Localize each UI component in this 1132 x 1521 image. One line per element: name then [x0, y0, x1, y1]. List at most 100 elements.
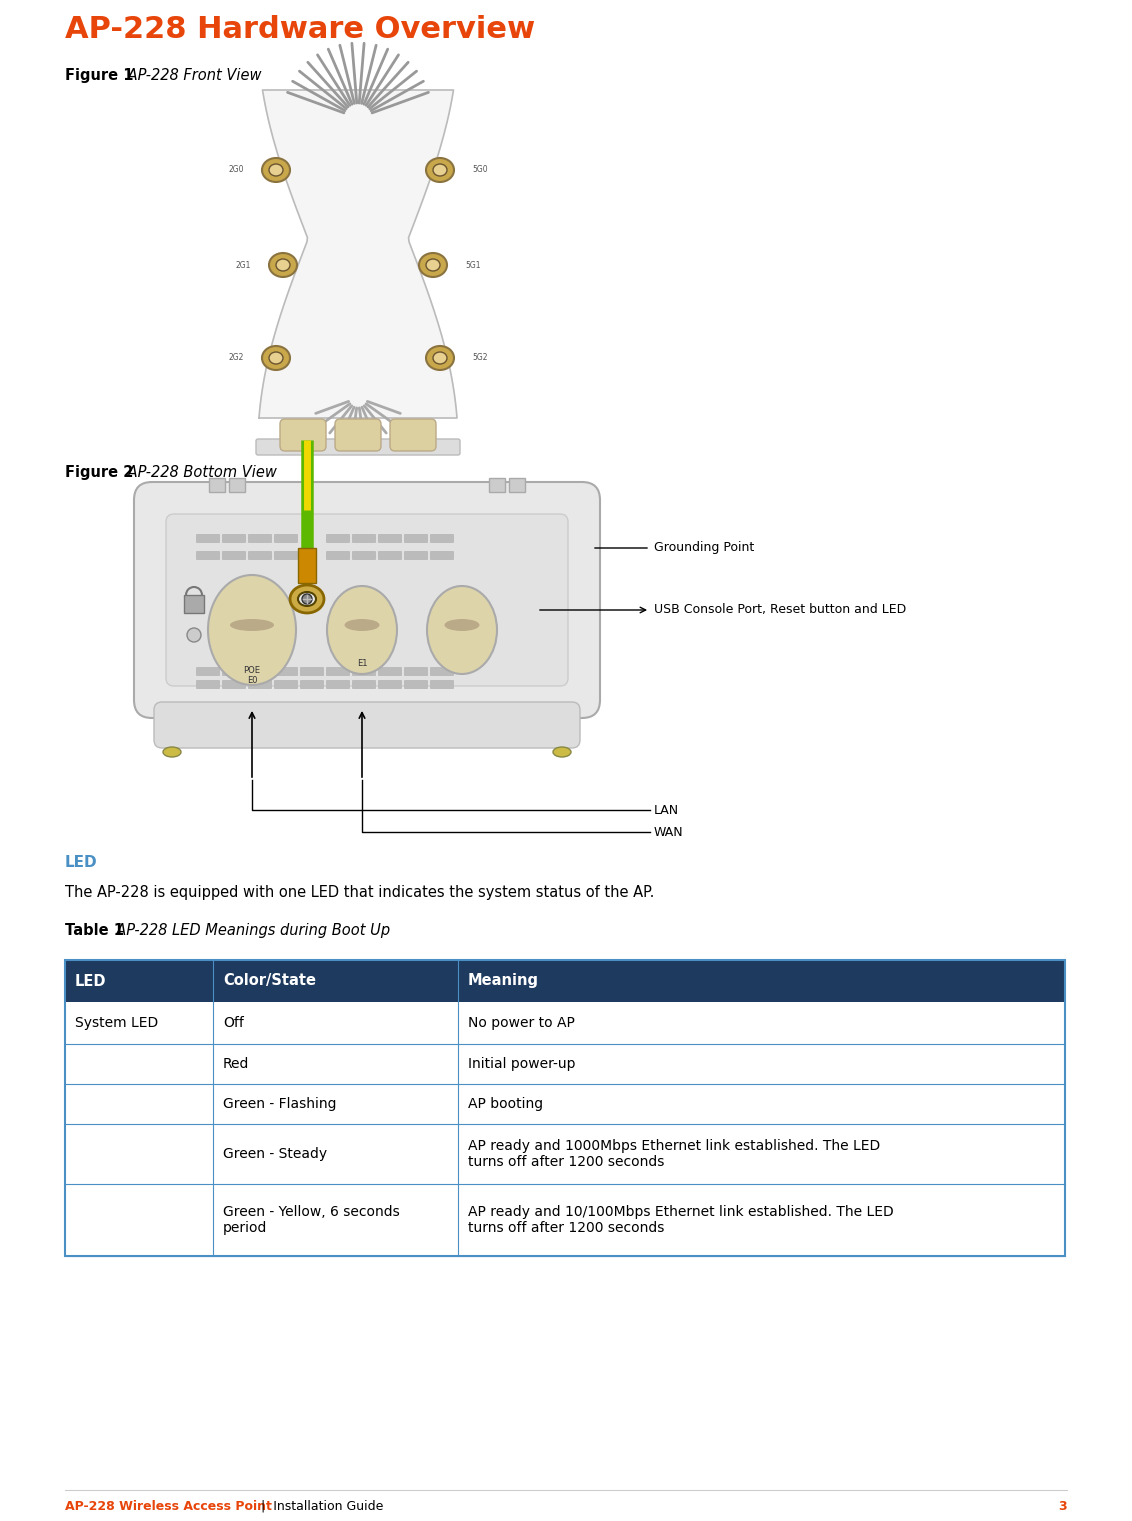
Text: 5G0: 5G0 — [472, 166, 488, 175]
Bar — [65, 1084, 1065, 1124]
FancyBboxPatch shape — [222, 551, 246, 560]
Bar — [65, 960, 1065, 1256]
FancyBboxPatch shape — [335, 418, 381, 452]
FancyBboxPatch shape — [430, 668, 454, 675]
Text: AP-228 Hardware Overview: AP-228 Hardware Overview — [65, 15, 535, 44]
FancyBboxPatch shape — [256, 440, 460, 455]
Text: Initial power-up: Initial power-up — [468, 1057, 575, 1071]
Bar — [185, 595, 204, 613]
Ellipse shape — [434, 164, 447, 176]
Text: System LED: System LED — [75, 1016, 158, 1030]
Text: AP-228 LED Meanings during Boot Up: AP-228 LED Meanings during Boot Up — [108, 923, 391, 938]
Bar — [65, 1002, 1065, 1043]
Text: AP ready and 10/100Mbps Ethernet link established. The LED
turns off after 1200 : AP ready and 10/100Mbps Ethernet link es… — [468, 1205, 894, 1235]
Ellipse shape — [554, 747, 571, 757]
FancyBboxPatch shape — [166, 514, 568, 686]
Bar — [509, 478, 525, 491]
FancyBboxPatch shape — [222, 534, 246, 543]
FancyBboxPatch shape — [280, 418, 326, 452]
Text: AP-228 Bottom View: AP-228 Bottom View — [123, 465, 277, 481]
FancyBboxPatch shape — [378, 534, 402, 543]
Text: E1: E1 — [357, 659, 367, 668]
FancyBboxPatch shape — [248, 534, 272, 543]
FancyBboxPatch shape — [404, 668, 428, 675]
FancyBboxPatch shape — [352, 680, 376, 689]
Text: WAN: WAN — [654, 826, 684, 838]
Ellipse shape — [426, 259, 440, 271]
Circle shape — [187, 628, 201, 642]
FancyBboxPatch shape — [352, 534, 376, 543]
FancyBboxPatch shape — [326, 551, 350, 560]
Ellipse shape — [426, 345, 454, 370]
Text: Figure 2: Figure 2 — [65, 465, 134, 481]
Text: Green - Yellow, 6 seconds
period: Green - Yellow, 6 seconds period — [223, 1205, 400, 1235]
Text: The AP-228 is equipped with one LED that indicates the system status of the AP.: The AP-228 is equipped with one LED that… — [65, 885, 654, 900]
Text: AP-228 Wireless Access Point: AP-228 Wireless Access Point — [65, 1500, 272, 1513]
Ellipse shape — [230, 619, 274, 631]
FancyBboxPatch shape — [378, 551, 402, 560]
Ellipse shape — [208, 575, 295, 684]
FancyBboxPatch shape — [326, 534, 350, 543]
Text: Color/State: Color/State — [223, 973, 316, 989]
FancyBboxPatch shape — [274, 534, 298, 543]
Text: Green - Steady: Green - Steady — [223, 1147, 327, 1161]
FancyBboxPatch shape — [430, 534, 454, 543]
FancyBboxPatch shape — [352, 551, 376, 560]
Ellipse shape — [427, 586, 497, 674]
Text: No power to AP: No power to AP — [468, 1016, 575, 1030]
FancyBboxPatch shape — [196, 551, 220, 560]
FancyBboxPatch shape — [430, 551, 454, 560]
FancyBboxPatch shape — [196, 668, 220, 675]
Bar — [65, 960, 1065, 1002]
FancyBboxPatch shape — [248, 668, 272, 675]
Ellipse shape — [327, 586, 397, 674]
FancyBboxPatch shape — [430, 680, 454, 689]
Ellipse shape — [163, 747, 181, 757]
Ellipse shape — [426, 158, 454, 183]
FancyBboxPatch shape — [378, 668, 402, 675]
FancyBboxPatch shape — [274, 680, 298, 689]
FancyBboxPatch shape — [404, 680, 428, 689]
Ellipse shape — [276, 259, 290, 271]
Text: LED: LED — [65, 855, 97, 870]
Bar — [298, 548, 316, 583]
Bar — [65, 1124, 1065, 1183]
FancyBboxPatch shape — [404, 551, 428, 560]
Ellipse shape — [298, 592, 316, 605]
Text: 2G2: 2G2 — [229, 353, 245, 362]
FancyBboxPatch shape — [326, 668, 350, 675]
FancyBboxPatch shape — [404, 534, 428, 543]
FancyBboxPatch shape — [352, 668, 376, 675]
Circle shape — [302, 595, 312, 604]
FancyBboxPatch shape — [248, 551, 272, 560]
Text: AP booting: AP booting — [468, 1097, 543, 1110]
FancyBboxPatch shape — [274, 551, 298, 560]
Bar — [209, 478, 225, 491]
Ellipse shape — [419, 252, 447, 277]
Ellipse shape — [290, 586, 324, 613]
Ellipse shape — [269, 252, 297, 277]
Text: LAN: LAN — [654, 803, 679, 817]
Text: AP ready and 1000Mbps Ethernet link established. The LED
turns off after 1200 se: AP ready and 1000Mbps Ethernet link esta… — [468, 1139, 881, 1170]
FancyBboxPatch shape — [300, 680, 324, 689]
FancyBboxPatch shape — [154, 703, 580, 748]
Text: 5G1: 5G1 — [465, 260, 480, 269]
Ellipse shape — [445, 619, 480, 631]
Bar — [229, 478, 245, 491]
Text: Red: Red — [223, 1057, 249, 1071]
Text: 2G1: 2G1 — [235, 260, 251, 269]
Text: Grounding Point: Grounding Point — [654, 541, 754, 555]
Text: Meaning: Meaning — [468, 973, 539, 989]
FancyBboxPatch shape — [378, 680, 402, 689]
Text: LED: LED — [75, 973, 106, 989]
Text: |  Installation Guide: | Installation Guide — [257, 1500, 384, 1513]
Text: 3: 3 — [1058, 1500, 1067, 1513]
Text: POE
E0: POE E0 — [243, 666, 260, 684]
Bar — [65, 1043, 1065, 1084]
Ellipse shape — [269, 164, 283, 176]
Bar — [65, 1183, 1065, 1256]
Text: Table 1: Table 1 — [65, 923, 125, 938]
FancyBboxPatch shape — [196, 534, 220, 543]
Text: 2G0: 2G0 — [229, 166, 245, 175]
FancyBboxPatch shape — [300, 668, 324, 675]
